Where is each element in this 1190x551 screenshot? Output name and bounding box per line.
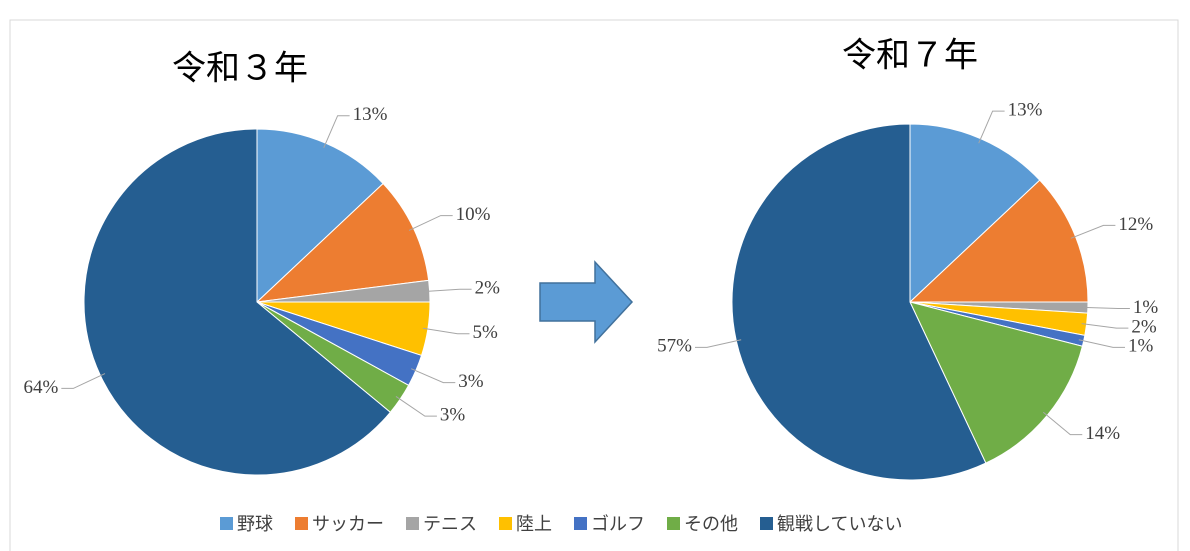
data-label: 57% — [657, 336, 692, 357]
chart-title: 令和７年 — [842, 36, 978, 76]
data-label: 14% — [1085, 423, 1120, 444]
leader-line — [1082, 306, 1130, 310]
legend-swatch — [667, 517, 680, 530]
legend-label: ゴルフ — [591, 514, 645, 535]
data-label: 2% — [1131, 316, 1157, 337]
legend-swatch — [295, 517, 308, 530]
data-label: 2% — [475, 278, 501, 299]
leader-line — [1081, 323, 1129, 329]
legend-label: サッカー — [312, 514, 384, 535]
leader-line — [1042, 411, 1083, 436]
leader-line — [695, 339, 742, 348]
leader-line — [410, 368, 456, 384]
chart-title: 令和３年 — [172, 49, 308, 89]
leader-line — [408, 215, 453, 231]
legend-swatch — [220, 517, 233, 530]
data-label: 3% — [440, 404, 466, 425]
legend-swatch — [406, 517, 419, 530]
data-label: 3% — [458, 371, 484, 392]
legend-swatch — [760, 517, 773, 530]
data-label: 13% — [1008, 99, 1043, 120]
legend-swatch — [574, 517, 587, 530]
data-label: 1% — [1128, 336, 1154, 357]
data-label: 13% — [353, 104, 388, 125]
legend-label: 陸上 — [516, 514, 552, 535]
data-label: 10% — [456, 204, 491, 225]
leader-line — [422, 327, 470, 335]
leader-line — [978, 110, 1005, 144]
leader-line — [61, 373, 106, 389]
leader-line — [1078, 339, 1125, 348]
data-label: 12% — [1118, 214, 1153, 235]
leader-line — [395, 396, 437, 417]
data-label: 1% — [1133, 297, 1159, 318]
legend-label: 観戦していない — [777, 514, 902, 535]
leader-line — [323, 115, 350, 149]
data-label: 64% — [23, 377, 58, 398]
leader-line — [424, 288, 472, 292]
leader-line — [1070, 224, 1116, 239]
arrow — [539, 260, 634, 344]
legend-label: テニス — [423, 514, 477, 535]
legend-label: その他 — [684, 514, 738, 535]
legend-label: 野球 — [237, 514, 273, 535]
data-label: 5% — [473, 322, 499, 343]
legend-swatch — [499, 517, 512, 530]
frame — [9, 19, 1179, 551]
